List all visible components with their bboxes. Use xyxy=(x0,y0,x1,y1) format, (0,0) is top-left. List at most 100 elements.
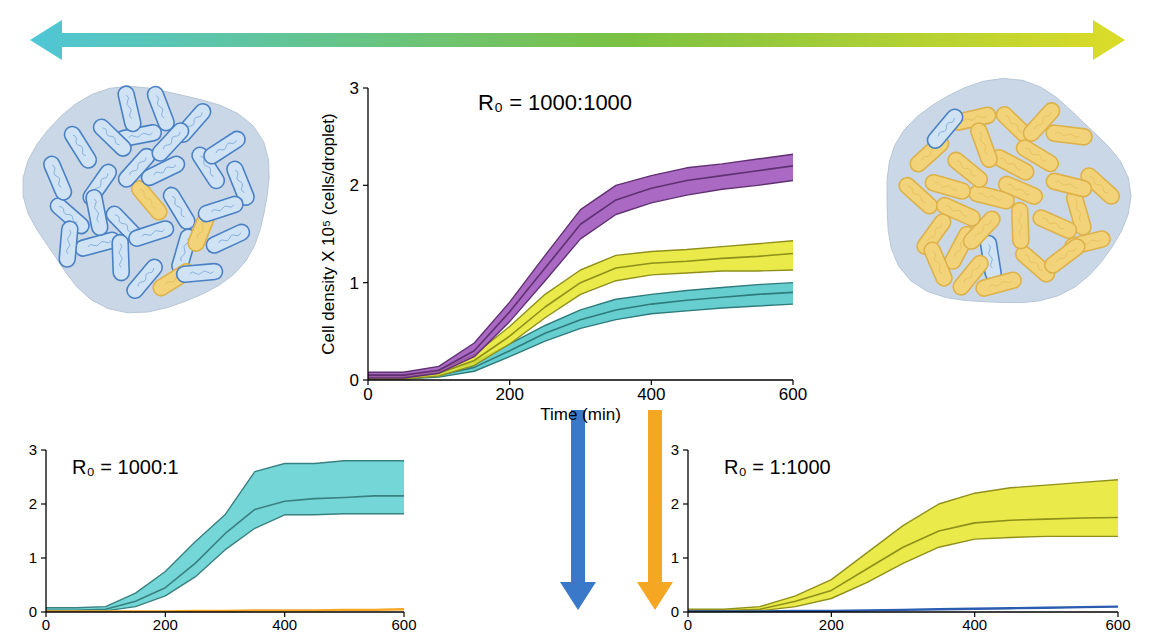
x-tick-label: 400 xyxy=(962,616,987,633)
x-tick-label: 0 xyxy=(42,616,50,633)
line xyxy=(46,609,404,611)
x-axis-title: Time (min) xyxy=(540,405,621,424)
cell-dna xyxy=(1004,114,1023,133)
y-axis xyxy=(45,450,46,612)
x-tick-label: 400 xyxy=(272,616,297,633)
cell xyxy=(922,240,955,289)
annotation: R₀ = 1000:1 xyxy=(72,456,179,478)
cell-dna xyxy=(1034,111,1052,131)
x-tick-label: 600 xyxy=(1105,616,1130,633)
cell-dna xyxy=(1073,199,1082,223)
x-tick-label: 600 xyxy=(779,385,807,404)
down-arrow xyxy=(560,410,596,610)
mean-line xyxy=(46,496,404,610)
cell-body xyxy=(201,128,248,166)
cell-body xyxy=(996,174,1045,207)
band xyxy=(46,461,404,612)
x-tick-label: 200 xyxy=(495,385,523,404)
cell xyxy=(924,106,966,152)
cell-dna xyxy=(125,95,133,119)
cell-body xyxy=(149,120,192,165)
y-tick xyxy=(683,611,688,612)
cell-body xyxy=(934,195,983,228)
cell-dna xyxy=(938,117,956,137)
cell-dna xyxy=(1056,246,1077,263)
band-upper-line xyxy=(368,154,793,372)
cell xyxy=(149,120,192,165)
line xyxy=(688,607,1118,612)
band xyxy=(688,480,1118,612)
y-axis xyxy=(687,450,688,612)
y-tick xyxy=(41,503,46,504)
droplet xyxy=(887,78,1131,302)
cell-dna xyxy=(1018,212,1022,236)
cell-dna xyxy=(51,165,63,188)
cell-dna xyxy=(978,131,989,155)
y-tick-label: 0 xyxy=(29,603,37,620)
cell-dna xyxy=(93,198,101,222)
cell xyxy=(996,174,1045,207)
cell-body xyxy=(1020,100,1063,145)
cell-body xyxy=(1012,202,1030,249)
cell-body xyxy=(1031,207,1080,240)
cell-dna xyxy=(931,251,943,274)
band xyxy=(368,283,793,379)
x-axis xyxy=(368,379,793,380)
x-axis xyxy=(46,611,404,612)
y-tick-label: 0 xyxy=(671,603,679,620)
cell-dna xyxy=(999,157,1022,171)
cell-dna xyxy=(66,230,71,254)
y-tick-label: 3 xyxy=(671,441,679,458)
cell-body xyxy=(922,240,955,289)
chart: 02004006000123R₀ = 1:1000 xyxy=(671,441,1131,633)
down-arrow xyxy=(637,410,673,610)
droplet-cartoon xyxy=(23,84,269,313)
y-tick xyxy=(41,449,46,450)
cell-body xyxy=(1045,172,1094,199)
cell-dna xyxy=(945,205,968,218)
x-tick-label: 200 xyxy=(819,616,844,633)
x-tick-label: 400 xyxy=(637,385,665,404)
y-tick xyxy=(363,185,368,186)
cell-dna xyxy=(119,244,123,268)
cell-dna xyxy=(72,135,87,157)
droplet xyxy=(23,86,269,312)
y-axis-title: Cell density X 10⁵ (cells/droplet) xyxy=(319,113,338,354)
cell-body xyxy=(90,116,134,159)
cell-body xyxy=(176,263,223,283)
gradient-arrow xyxy=(30,20,1125,60)
cell xyxy=(974,271,1023,298)
mean-line xyxy=(368,292,793,377)
cell-dna xyxy=(141,228,165,238)
cell-body xyxy=(117,85,143,133)
cell-dna xyxy=(1007,183,1030,195)
chart: 02004006000123Time (min)Cell density X 1… xyxy=(319,79,807,424)
x-tick-label: 0 xyxy=(363,385,372,404)
cell xyxy=(1031,207,1080,240)
band xyxy=(368,241,793,379)
mean-line xyxy=(368,253,793,377)
x-axis xyxy=(688,611,1118,612)
cell xyxy=(59,220,79,267)
band-upper-line xyxy=(688,480,1118,610)
figure: 02004006000123Time (min)Cell density X 1… xyxy=(0,0,1153,641)
cell-body xyxy=(924,106,966,152)
y-axis xyxy=(367,88,368,380)
y-tick-label: 2 xyxy=(29,495,37,512)
plot-area xyxy=(688,480,1118,612)
cell-dna xyxy=(234,170,246,193)
cell-dna xyxy=(154,95,165,118)
cell-dna xyxy=(128,131,152,139)
y-tick xyxy=(41,557,46,558)
y-tick-label: 2 xyxy=(671,495,679,512)
cell-body xyxy=(974,271,1023,298)
cell xyxy=(1042,236,1088,276)
band-lower-line xyxy=(368,180,793,378)
cell-dna xyxy=(218,231,241,244)
x-tick-label: 600 xyxy=(391,616,416,633)
cell-dna xyxy=(162,131,181,151)
mean-line xyxy=(688,518,1118,611)
y-tick-label: 3 xyxy=(29,441,37,458)
cell xyxy=(117,85,143,133)
annotation: R₀ = 1000:1000 xyxy=(478,90,632,115)
